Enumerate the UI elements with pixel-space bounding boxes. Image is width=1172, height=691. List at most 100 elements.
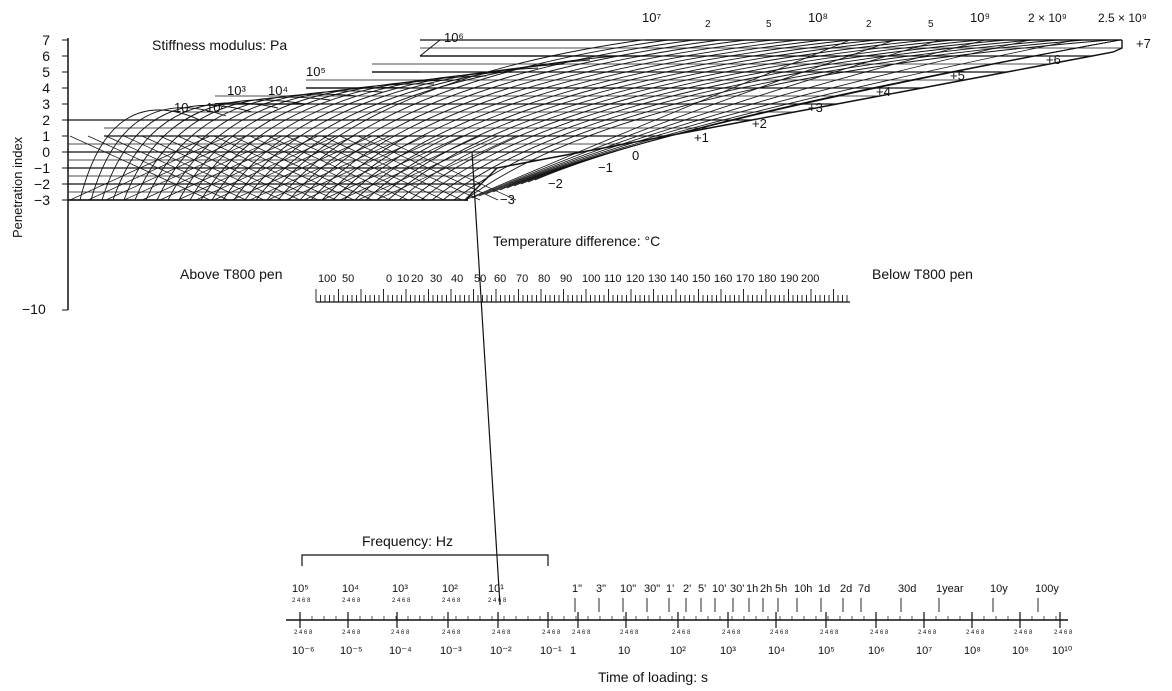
stiffness-curve [145, 93, 357, 201]
time-minor-label: 2 [918, 630, 922, 636]
above-t800-label: Above T800 pen [180, 266, 283, 282]
pi-curve [492, 39, 1031, 193]
fan-line [303, 135, 445, 201]
step-label-10: 10 [174, 100, 188, 115]
temp-tick-label: 120 [626, 273, 644, 285]
stiffness-curve [123, 99, 305, 201]
time-duration-label: 1" [572, 583, 582, 595]
time-minor-label: 4 [875, 630, 879, 636]
pi-curve [478, 39, 941, 197]
frequency-minor-label: 2 [488, 598, 492, 604]
temperature-ticks [315, 289, 848, 302]
temp-tick-label: 100 [318, 273, 336, 285]
time-minor-label: 6 [976, 630, 980, 636]
time-minor-label: 6 [582, 630, 586, 636]
stiffness-curve [101, 104, 253, 201]
pi-tick-label: −3 [34, 192, 50, 208]
time-minor-label: 4 [677, 630, 681, 636]
time-duration-label: 30d [898, 583, 916, 595]
time-duration-label: 10y [990, 583, 1008, 595]
time-seconds-label: 10⁻⁶ [292, 645, 315, 657]
time-duration-label: 1year [936, 583, 964, 595]
stiffness-top-labels: 10⁷ 2 5 10⁸ 2 5 10⁹ 2 × 10⁹ 2.5 × 10⁹ [642, 10, 1147, 30]
pi-tick-label: 2 [42, 112, 50, 128]
frequency-minor-label: 8 [307, 598, 311, 604]
time-minor-label: 6 [780, 630, 784, 636]
stiffness-curve [277, 39, 669, 201]
stiffness-curve [310, 39, 747, 201]
pi-curve-label: +3 [808, 100, 823, 115]
time-minor-label: 8 [587, 630, 591, 636]
frequency-minor-label: 2 [442, 598, 446, 604]
pi-curve-label: +2 [752, 116, 767, 131]
stiffness-curve [266, 39, 643, 201]
fan-line [339, 135, 481, 201]
time-seconds-label: 10⁻⁴ [389, 645, 412, 657]
time-minor-label: 8 [835, 630, 839, 636]
stiffness-curve [354, 39, 851, 201]
pi-tick-label: 5 [42, 64, 50, 80]
stiffness-label-1e8: 10⁸ [808, 10, 828, 25]
time-minor-label: 2 [572, 630, 576, 636]
time-duration-label: 2d [840, 583, 852, 595]
stiffness-curve [112, 102, 279, 201]
stiffness-curve [79, 109, 201, 201]
time-seconds-label: 10⁻¹ [540, 645, 562, 657]
time-minor-label: 2 [492, 630, 496, 636]
fan-line [375, 135, 517, 201]
time-minor-label: 4 [347, 630, 351, 636]
time-minor-label: 2 [770, 630, 774, 636]
frequency-label: Frequency: Hz [362, 533, 453, 549]
time-duration-label: 30' [730, 583, 744, 595]
pi-tick-label: 6 [42, 48, 50, 64]
temperature-tick-labels: 1005001020304050607080901001101201301401… [318, 273, 819, 285]
temperature-scale: Temperature difference: °C Above T800 pe… [180, 233, 973, 303]
temp-tick-label: 30 [430, 273, 442, 285]
pi-curve [485, 39, 986, 195]
time-minor-label: 2 [966, 630, 970, 636]
time-duration-label: 1' [666, 583, 674, 595]
stiffness-label-2b: 2 [866, 19, 872, 30]
below-t800-label: Below T800 pen [872, 266, 973, 282]
time-minor-label: 8 [635, 630, 639, 636]
time-minor-label: 8 [309, 630, 313, 636]
time-minor-label: 4 [547, 630, 551, 636]
time-seconds-label: 10⁻⁵ [340, 645, 363, 657]
time-minor-label: 4 [299, 630, 303, 636]
time-minor-label: 6 [1024, 630, 1028, 636]
temp-tick-label: 140 [670, 273, 688, 285]
stiffness-modulus-label: Stiffness modulus: Pa [152, 37, 287, 53]
pi-curve [499, 39, 1076, 191]
time-minor-label: 4 [625, 630, 629, 636]
frequency-minor-label: 6 [352, 598, 356, 604]
time-minor-label: 2 [294, 630, 298, 636]
stiffness-curve [464, 39, 1111, 201]
frequency-minor-label: 6 [452, 598, 456, 604]
time-duration-label: 3" [596, 583, 606, 595]
time-duration-label: 1h [746, 583, 758, 595]
frequency-value-label: 10¹ [488, 583, 504, 595]
pi-curve [534, 39, 1121, 181]
frequency-value-label: 10⁴ [342, 583, 359, 595]
time-minor-label: 6 [1064, 630, 1068, 636]
fan-line [285, 135, 427, 201]
fan-line [213, 135, 355, 201]
pi-curve-label: +1 [694, 130, 709, 145]
stiffness-grid [68, 39, 1123, 201]
pi-tick-label: −1 [34, 160, 50, 176]
pi-bottom-tick-label: −10 [22, 301, 46, 317]
frequency-minor-label: 4 [297, 598, 301, 604]
time-minor-label: 8 [457, 630, 461, 636]
temp-tick-label: 10 [397, 273, 409, 285]
time-seconds-label: 10⁴ [768, 645, 785, 657]
temp-tick-label: 130 [648, 273, 666, 285]
time-minor-label: 6 [352, 630, 356, 636]
frequency-minor-label: 8 [407, 598, 411, 604]
time-minor-label: 4 [1019, 630, 1023, 636]
time-seconds-label: 10⁶ [868, 645, 885, 657]
time-duration-label: 10' [712, 583, 726, 595]
time-seconds-label: 10¹⁰ [1052, 645, 1073, 657]
time-minor-label: 4 [727, 630, 731, 636]
